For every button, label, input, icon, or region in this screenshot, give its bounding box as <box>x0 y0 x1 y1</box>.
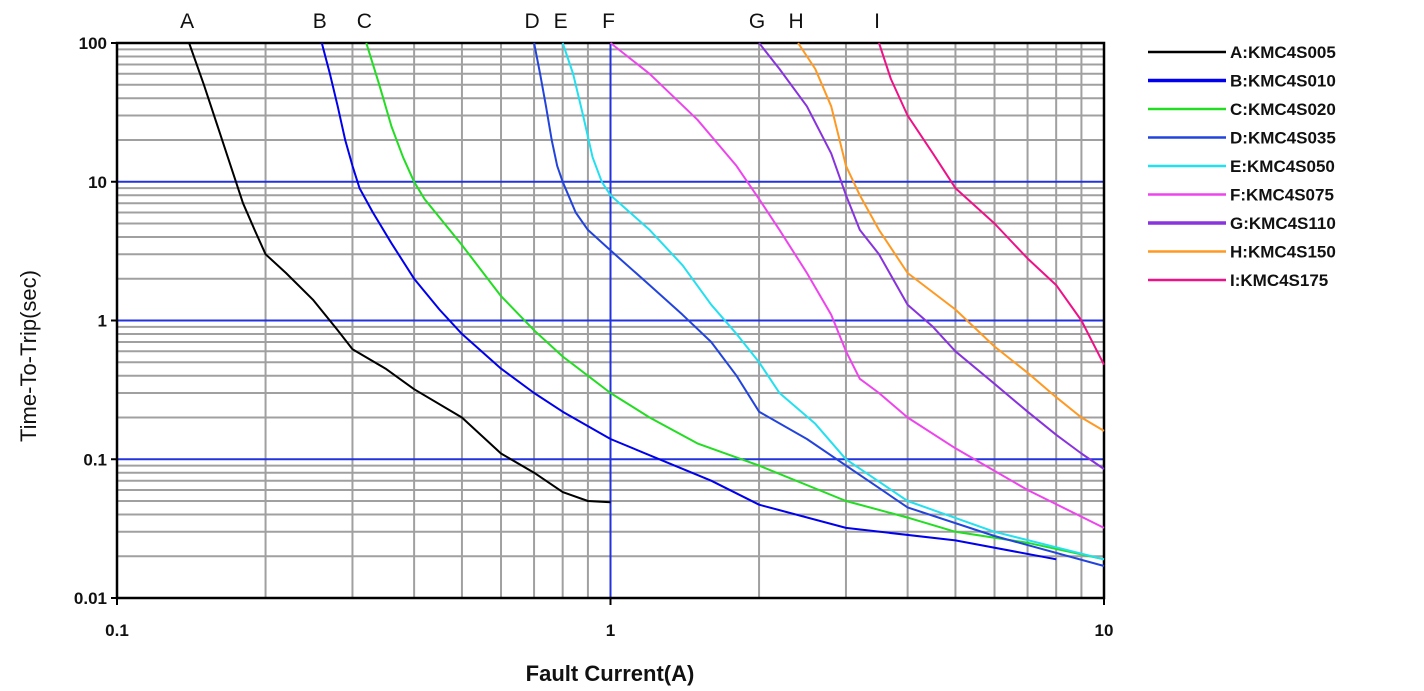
x-tick-label: 0.1 <box>105 621 129 640</box>
legend-label-G: G:KMC4S110 <box>1230 214 1336 233</box>
legend-label-H: H:KMC4S150 <box>1230 243 1336 262</box>
y-tick-label: 0.1 <box>83 450 107 469</box>
curve-letter-H: H <box>789 10 804 33</box>
legend-label-I: I:KMC4S175 <box>1230 271 1328 290</box>
curve-letter-F: F <box>602 10 615 33</box>
legend-label-D: D:KMC4S035 <box>1230 129 1336 148</box>
legend-label-E: E:KMC4S050 <box>1230 157 1335 176</box>
series-line-F <box>609 42 1105 529</box>
series-line-G <box>758 42 1105 470</box>
series-line-A <box>188 42 611 504</box>
legend-label-C: C:KMC4S020 <box>1230 100 1336 119</box>
x-tick-label: 1 <box>606 621 615 640</box>
legend: A:KMC4S005 B:KMC4S010 C:KMC4S020 D:KMC4S035… <box>1148 43 1336 290</box>
curve-letter-E: E <box>554 10 568 33</box>
series-line-B <box>320 42 1057 561</box>
x-tick-label: 10 <box>1095 621 1114 640</box>
x-axis-title: Fault Current(A) <box>526 661 695 686</box>
series-line-C <box>365 42 1105 561</box>
y-tick-label: 100 <box>79 34 107 53</box>
y-axis-title: Time-To-Trip(sec) <box>16 270 41 442</box>
series-line-I <box>878 42 1105 366</box>
curve-letter-A: A <box>180 10 194 33</box>
y-tick-label: 1 <box>98 312 107 331</box>
curves <box>188 42 1105 567</box>
legend-label-F: F:KMC4S075 <box>1230 186 1334 205</box>
legend-label-B: B:KMC4S010 <box>1230 72 1336 91</box>
y-tick-label: 0.01 <box>74 589 107 608</box>
curve-letter-B: B <box>313 10 327 33</box>
series-line-D <box>533 42 1105 567</box>
curve-letter-I: I <box>874 10 880 33</box>
series-line-E <box>561 42 1105 561</box>
series-line-H <box>797 42 1105 432</box>
y-tick-label: 10 <box>88 173 107 192</box>
legend-label-A: A:KMC4S005 <box>1230 43 1336 62</box>
curve-letter-C: C <box>357 10 372 33</box>
grid <box>117 43 1104 598</box>
curve-letter-D: D <box>524 10 539 33</box>
curve-letter-G: G <box>749 10 765 33</box>
